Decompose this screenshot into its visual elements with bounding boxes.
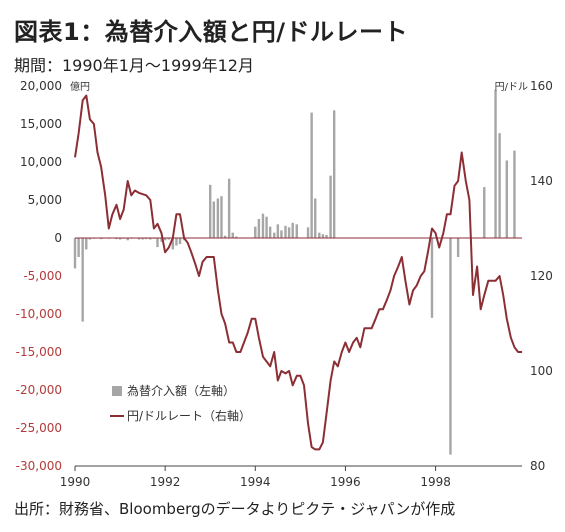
- intervention-bar: [171, 238, 175, 250]
- intervention-bar: [145, 238, 148, 240]
- intervention-bar: [513, 150, 516, 238]
- intervention-bar: [295, 224, 298, 238]
- right-tick-label: 140: [530, 174, 553, 188]
- intervention-bar: [126, 238, 129, 241]
- intervention-bar: [220, 196, 223, 238]
- intervention-bar: [163, 238, 167, 241]
- intervention-bar: [306, 227, 310, 238]
- right-tick-label: 120: [530, 269, 553, 283]
- intervention-bar: [332, 110, 336, 238]
- intervention-bar: [85, 238, 88, 250]
- intervention-bar: [156, 238, 159, 248]
- left-tick-label: -5,000: [23, 269, 62, 283]
- right-axis-unit: 円/ドル: [495, 82, 528, 93]
- intervention-bar: [99, 238, 103, 240]
- exchange-rate-line-group: [74, 94, 523, 451]
- x-tick-label: 1998: [420, 475, 451, 489]
- intervention-bar: [115, 238, 118, 240]
- intervention-bar: [449, 238, 452, 455]
- intervention-bar: [212, 201, 216, 238]
- intervention-bar: [160, 238, 163, 242]
- right-tick-label: 80: [530, 459, 545, 473]
- left-tick-label: 15,000: [20, 117, 62, 131]
- intervention-bars: [73, 89, 516, 455]
- chart-title: 図表1：為替介入額と円/ドルレート: [14, 18, 408, 46]
- intervention-bar: [118, 238, 122, 240]
- left-axis-unit: 億円: [70, 80, 90, 93]
- intervention-bar: [149, 238, 152, 240]
- intervention-bar: [231, 232, 234, 238]
- intervention-bar: [325, 234, 328, 238]
- chart-subtitle: 期間：1990年1月～1999年12月: [14, 56, 254, 75]
- intervention-bar: [280, 230, 283, 238]
- intervention-bar: [265, 216, 268, 238]
- intervention-bar: [318, 232, 321, 238]
- legend: 為替介入額（左軸） 円/ドルレート（右軸）: [110, 383, 251, 423]
- intervention-bar: [77, 238, 80, 257]
- intervention-bar: [167, 238, 170, 240]
- legend-bar-swatch: [112, 386, 122, 396]
- right-tick-label: 100: [530, 364, 553, 378]
- intervention-bar: [73, 238, 77, 269]
- intervention-bar: [88, 238, 92, 240]
- legend-bar-label: 為替介入額（左軸）: [127, 383, 235, 398]
- intervention-bar: [216, 198, 220, 238]
- intervention-bar: [223, 235, 227, 238]
- intervention-bar: [430, 238, 434, 318]
- intervention-bar: [498, 133, 501, 238]
- exchange-rate-line: [74, 94, 523, 451]
- left-tick-label: 10,000: [20, 155, 62, 169]
- left-tick-label: 5,000: [28, 193, 62, 207]
- intervention-bar: [494, 89, 497, 238]
- x-tick-label: 1994: [240, 475, 271, 489]
- intervention-bar: [310, 112, 313, 238]
- intervention-bar: [141, 238, 144, 240]
- intervention-bar: [175, 238, 178, 246]
- intervention-bar: [137, 238, 141, 240]
- intervention-bar: [456, 238, 460, 257]
- left-tick-label: -10,000: [16, 307, 62, 321]
- axes: 1990 1992 1994 1996 1998 20,000 15,000 10,000 5,…: [16, 79, 553, 489]
- x-tick-label: 1992: [150, 475, 181, 489]
- intervention-bar: [287, 227, 291, 238]
- left-tick-label: 0: [54, 231, 62, 245]
- intervention-bar: [209, 184, 212, 238]
- left-tick-label: 20,000: [20, 79, 62, 93]
- intervention-bar: [284, 225, 287, 238]
- intervention-bar: [276, 224, 280, 238]
- left-tick-label: -25,000: [16, 421, 62, 435]
- intervention-bar: [227, 178, 231, 238]
- left-tick-label: -20,000: [16, 383, 62, 397]
- intervention-bar: [257, 219, 261, 238]
- left-tick-label: -15,000: [16, 345, 62, 359]
- intervention-bar: [268, 226, 272, 238]
- intervention-bar: [273, 232, 276, 238]
- intervention-bar: [329, 175, 332, 238]
- intervention-bar: [235, 236, 238, 238]
- source-note: 出所：財務省、Bloombergのデータよりピクテ・ジャパンが作成: [14, 500, 456, 518]
- intervention-bar: [505, 160, 509, 238]
- intervention-bar: [321, 234, 325, 238]
- left-tick-label: -30,000: [16, 459, 62, 473]
- intervention-bar: [314, 198, 317, 238]
- intervention-bar: [254, 226, 257, 238]
- intervention-bar: [178, 238, 182, 245]
- right-tick-label: 160: [530, 79, 553, 93]
- x-tick-label: 1996: [330, 475, 361, 489]
- x-tick-label: 1990: [60, 475, 91, 489]
- intervention-bar: [291, 222, 294, 238]
- legend-line-label: 円/ドルレート（右軸）: [127, 408, 251, 423]
- intervention-bar: [261, 213, 265, 238]
- intervention-bar: [483, 187, 486, 238]
- intervention-bar: [81, 238, 84, 322]
